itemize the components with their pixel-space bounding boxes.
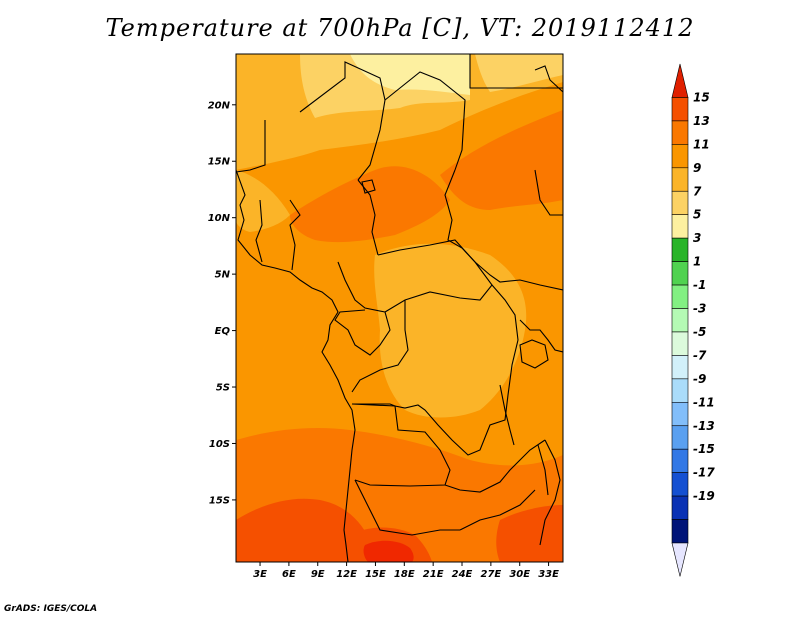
border-drc-east [352,284,519,456]
colorbar-label: -1 [693,278,706,292]
lon-tick-label: 27E [480,569,501,580]
colorbar-segment [671,284,689,309]
border-angola [351,403,451,487]
colorbar-label: -11 [693,395,715,409]
colorbar-top-arrow [671,63,689,98]
colorbar-segment [671,167,689,192]
colorbar-label: -9 [693,372,706,386]
border-west-africa [255,199,263,263]
colorbar-segment [671,214,689,239]
colorbar-label: 9 [693,161,701,175]
colorbar-segment [671,355,689,380]
map-frame [235,53,564,563]
lon-tick-label: 21E [423,569,444,580]
lon-tick-label: 9E [311,569,325,580]
colorbar-segment [671,144,689,169]
border-egypt-sudan [469,54,563,89]
border-namibia [354,479,460,536]
lat-tick-label: 10S [209,439,230,450]
lake-malawi [537,444,549,496]
field-region-3-5-north [350,54,470,95]
latitude-axis: 20N 15N 10N 5N EQ 5S 10S 15S [208,100,236,506]
lon-tick-label: 15E [365,569,386,580]
lat-tick-label: 15S [209,495,230,506]
colorbar-label: 15 [693,90,710,104]
lat-tick-label: 5S [216,383,230,394]
border-zimbabwe [459,489,536,531]
colorbar-segment [671,261,689,286]
colorbar-segment [671,495,689,520]
field-region-11-13-sahel [290,166,450,243]
temperature-field [236,54,563,562]
colorbar-segment [671,519,689,544]
lon-tick-label: 3E [253,569,267,580]
red-sea-coast [534,65,563,93]
border-libya-chad [384,71,466,171]
grads-credit: GrADS: IGES/COLA [4,604,98,614]
colorbar-segment [671,331,689,356]
lon-tick-label: 24E [452,569,473,580]
border-zambia [444,439,546,493]
colorbar-label: -7 [693,348,707,362]
country-borders [236,54,563,562]
field-region-5-7-northeast [475,54,563,92]
border-northwest [236,120,266,173]
colorbar-segment [671,120,689,145]
field-region-11-13-sudan [440,110,563,210]
colorbar-segment [671,472,689,497]
colorbar-label: 5 [693,208,701,222]
lat-tick-label: 20N [208,100,231,111]
colorbar-label: -3 [693,302,706,316]
colorbar-label: 1 [693,255,701,269]
lon-tick-label: 12E [336,569,357,580]
lat-tick-label: 10N [208,213,231,224]
colorbar: 15 13 11 9 7 5 3 1 -1 -3 -5 -7 -9 -11 -13 -15 -17 -19 [671,63,715,577]
coastline [236,169,356,562]
map-title: Temperature at 700hPa [C], VT: 201911241… [105,14,695,42]
border-sahara-north [299,61,386,181]
colorbar-segment [671,425,689,450]
lat-tick-label: 15N [208,157,231,168]
lon-tick-label: 33E [538,569,559,580]
field-region-7-9-west [236,170,290,232]
border-cameroon [337,261,386,313]
lat-tick-label: EQ [215,326,231,337]
colorbar-label: -13 [693,419,715,433]
colorbar-segment [671,378,689,403]
lake-tanganyika [499,384,515,446]
colorbar-label: 13 [693,114,710,128]
colorbar-label: -15 [693,442,715,456]
border-congo [334,309,391,356]
colorbar-segment [671,448,689,473]
colorbar-segment [671,237,689,262]
field-region-7-9-central [374,243,527,418]
colorbar-label: -5 [693,325,706,339]
border-mozambique [539,439,561,546]
border-east-lakes [519,319,563,353]
colorbar-label: 3 [693,231,701,245]
field-region-15-17-south [363,540,414,562]
colorbar-segment [671,401,689,427]
colorbar-segment [671,97,689,122]
colorbar-label: 11 [693,137,710,151]
border-sudan-ethiopia [534,169,563,216]
lake-chad [361,179,376,194]
colorbar-label: -17 [693,466,715,480]
border-drc-west [351,300,409,393]
colorbar-bottom-arrow [671,542,689,577]
lon-tick-label: 30E [509,569,530,580]
border-niger-chad [357,179,379,256]
colorbar-label: 7 [693,184,702,198]
lake-victoria [519,339,549,369]
lon-tick-label: 18E [394,569,415,580]
longitude-axis: 3E 6E 9E 12E 15E 18E 21E 24E 27E 30E 33E [253,562,559,580]
colorbar-label: -19 [693,489,715,503]
lon-tick-label: 6E [282,569,296,580]
lat-tick-label: 5N [215,270,231,281]
colorbar-segment [671,308,689,333]
colorbar-segment [671,190,689,216]
border-nigeria [289,199,301,271]
field-region-13-15-southeast [496,505,563,562]
